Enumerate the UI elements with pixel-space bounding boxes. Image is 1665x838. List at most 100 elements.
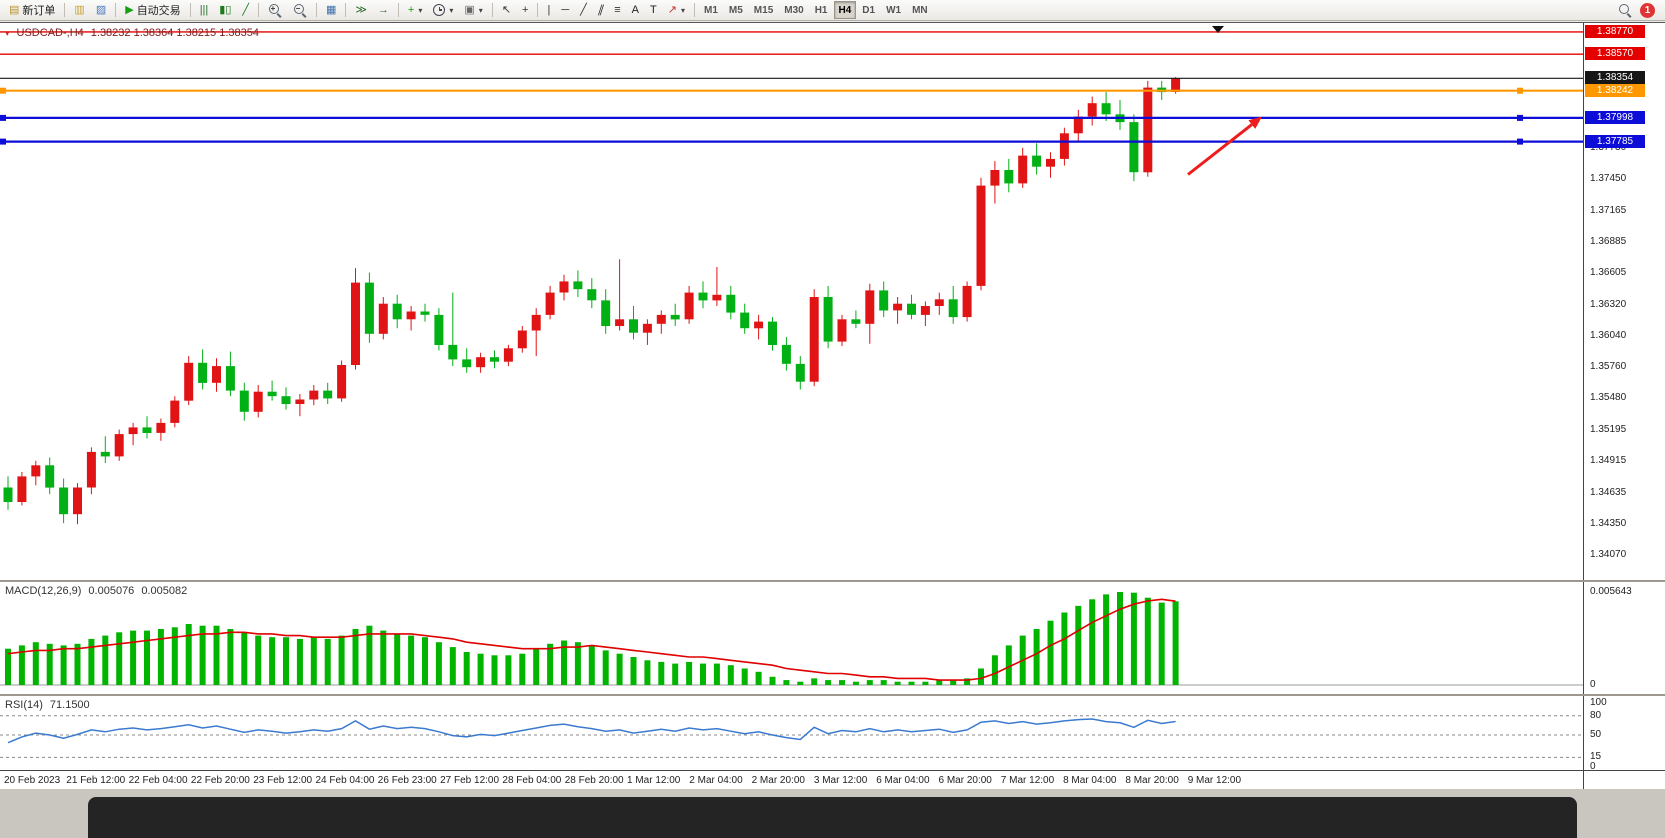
rsi-pane-splitter[interactable] (0, 694, 1665, 696)
timeframe-d1[interactable]: D1 (857, 1, 880, 19)
macd-histogram-bar (755, 671, 762, 685)
candle (434, 308, 444, 351)
macd-histogram-bar (991, 655, 998, 685)
trend-arrow[interactable] (1187, 123, 1253, 176)
support-line-2-handle[interactable] (0, 138, 6, 145)
time-axis-label: 2 Mar 20:00 (751, 775, 805, 786)
autotrading-button-label: 自动交易 (136, 5, 181, 17)
time-axis-label: 20 Feb 2023 (4, 775, 61, 786)
timeframe-m30-label: M30 (784, 4, 804, 16)
auto-scroll-button[interactable]: ≫ (350, 1, 372, 19)
candle (629, 306, 638, 340)
tile-windows-button[interactable]: ▦ (321, 1, 341, 19)
autotrading-button[interactable]: ▶ 自动交易 (120, 1, 185, 19)
chart-shift-button[interactable]: → (373, 1, 394, 19)
vertical-line-button[interactable]: | (542, 1, 555, 19)
timeframe-m15[interactable]: M15 (749, 1, 778, 19)
timeframe-w1[interactable]: W1 (881, 1, 906, 19)
notifications-badge[interactable]: 1 (1640, 2, 1655, 18)
macd-plot[interactable]: MACD(12,26,9) 0.005076 0.005082 (0, 582, 1583, 694)
macd-histogram-bar (408, 635, 415, 685)
time-axis-label: 22 Feb 20:00 (190, 775, 250, 786)
time-axis-label: 23 Feb 12:00 (253, 775, 313, 786)
cursor-button[interactable]: ↖ (497, 1, 516, 19)
zoom-in-sign: + (270, 3, 276, 13)
toolbar-separator (397, 3, 399, 17)
candle (990, 161, 1000, 204)
equidistant-channel-button[interactable]: ∥ (593, 1, 609, 19)
candlestick-chart[interactable] (0, 23, 1583, 580)
line-chart-button[interactable]: ╱ (237, 1, 254, 19)
candle (712, 267, 722, 306)
bar-chart-button[interactable]: ||| (195, 1, 214, 19)
chart-ohlc: 1.38232 1.38364 1.38215 1.38354 (90, 27, 259, 39)
support-line-1-handle[interactable] (0, 114, 6, 121)
bar-chart-icon: ||| (199, 3, 209, 16)
macd-histogram-bar (435, 642, 442, 685)
indicators-button[interactable]: + ▾ (403, 1, 427, 19)
search-button[interactable] (1613, 1, 1637, 19)
zoom-out-button[interactable]: − (288, 1, 312, 19)
macd-histogram-bar (908, 681, 915, 685)
new-order-button-label: 新订单 (22, 5, 56, 17)
main-chart-plot[interactable]: ▾ USDCAD-,H4 1.38232 1.38364 1.38215 1.3… (0, 23, 1583, 580)
rsi-plot[interactable]: RSI(14) 71.1500 (0, 696, 1583, 770)
time-axis-label: 22 Feb 04:00 (128, 775, 188, 786)
timeframe-h4[interactable]: H4 (833, 1, 857, 19)
candlestick-chart-button[interactable]: ▮▯ (214, 1, 236, 19)
chart-title: ▾ USDCAD-,H4 1.38232 1.38364 1.38215 1.3… (5, 27, 259, 39)
candle (239, 382, 249, 421)
timeframe-m15-label: M15 (753, 4, 774, 16)
crosshair-button[interactable]: + (517, 1, 533, 19)
periods-button[interactable]: ▾ (428, 1, 458, 19)
zoom-in-button[interactable]: + (263, 1, 287, 19)
toolbar-separator (693, 3, 695, 17)
horizontal-line-button[interactable]: ─ (556, 1, 574, 19)
resistance-line-2-price-label: 1.38570 (1585, 47, 1645, 61)
time-axis-label: 1 Mar 12:00 (627, 775, 681, 786)
candle (851, 310, 861, 329)
support-line-2-handle[interactable] (1517, 138, 1523, 145)
candle (656, 310, 666, 334)
candle (517, 326, 527, 353)
macd-histogram-bar (672, 663, 679, 685)
timeframe-h1[interactable]: H1 (810, 1, 833, 19)
price-tick-label: 1.36320 (1590, 298, 1627, 310)
time-axis[interactable]: 20 Feb 2023 21 Feb 12:00 22 Feb 04:00 22 Fe… (0, 770, 1583, 790)
candle (726, 285, 736, 320)
timeframe-m30[interactable]: M30 (779, 1, 808, 19)
channel-icon: ∥ (595, 3, 606, 16)
profiles-button[interactable]: ▨ (91, 1, 111, 19)
order-level-line-handle[interactable] (1517, 87, 1523, 94)
arrows-button[interactable]: ↗ ▾ (663, 1, 690, 19)
trendline-button[interactable]: ╱ (575, 1, 592, 19)
chart-shift-icon: → (377, 3, 389, 16)
macd-histogram-bar (950, 680, 957, 685)
new-order-button[interactable]: ▤ 新订单 (4, 1, 60, 19)
candle (1115, 99, 1125, 130)
templates-button[interactable]: ▣ ▾ (459, 1, 487, 19)
timeframe-mn[interactable]: MN (907, 1, 933, 19)
candle (142, 416, 152, 439)
label-button[interactable]: T (645, 1, 662, 19)
macd-histogram-bar (630, 657, 637, 685)
macd-pane-splitter[interactable] (0, 580, 1665, 582)
candle (295, 394, 305, 417)
macd-histogram-bar (1033, 629, 1040, 685)
macd-histogram-bar (588, 645, 595, 685)
resistance-line-1-price-label: 1.38770 (1585, 24, 1645, 38)
macd-histogram-bar (533, 648, 540, 685)
fibonacci-button[interactable]: ≡ (609, 1, 625, 19)
charts-button[interactable]: ▥ (69, 1, 89, 19)
rsi-value: 71.1500 (49, 699, 90, 711)
macd-histogram-bar (964, 678, 971, 685)
candle (1046, 152, 1055, 178)
support-line-1-handle[interactable] (1517, 114, 1523, 121)
candle (309, 385, 319, 406)
timeframe-m1[interactable]: M1 (699, 1, 723, 19)
text-button[interactable]: A (627, 1, 644, 19)
macd-histogram-bar (1075, 605, 1082, 685)
timeframe-m5[interactable]: M5 (724, 1, 748, 19)
order-level-line-handle[interactable] (0, 87, 6, 94)
chart-shift-marker[interactable] (1212, 26, 1224, 33)
